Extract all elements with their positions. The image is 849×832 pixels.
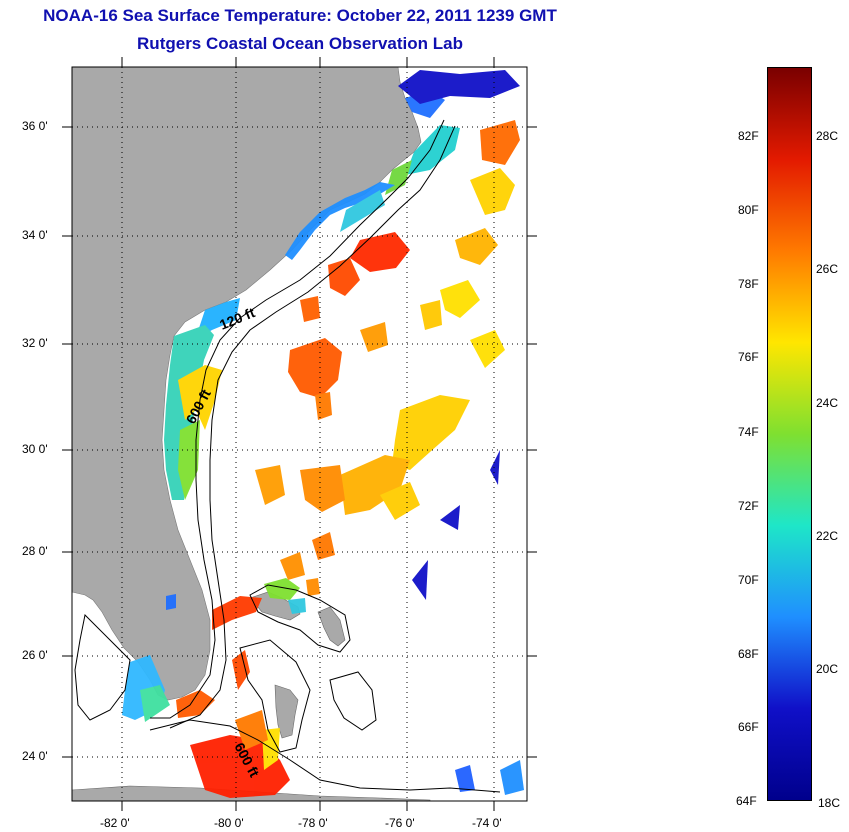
map-frame — [71, 66, 528, 802]
lon-label-78: -78 0' — [298, 816, 328, 830]
lat-label-30: 30 0' — [22, 442, 48, 456]
axis-ticks — [62, 57, 537, 811]
cb-c-22: 22C — [816, 529, 839, 543]
lon-label-80: -80 0' — [214, 816, 244, 830]
cb-f-76: 76F — [738, 350, 759, 364]
cb-f-72: 72F — [738, 499, 759, 513]
lat-label-28: 28 0' — [22, 544, 48, 558]
map-title: NOAA-16 Sea Surface Temperature: October… — [43, 6, 557, 25]
lat-label-34: 34 0' — [22, 228, 48, 242]
lat-label-26: 26 0' — [22, 648, 48, 662]
land-bahamas-3 — [274, 684, 299, 739]
cb-f-64: 64F — [736, 794, 757, 808]
cb-c-24: 24C — [816, 396, 839, 410]
lon-label-82: -82 0' — [100, 816, 130, 830]
map-subtitle: Rutgers Coastal Ocean Observation Lab — [137, 34, 463, 53]
cb-f-80: 80F — [738, 203, 759, 217]
cb-c-20: 20C — [816, 662, 839, 676]
sst-data — [122, 70, 524, 798]
cb-c-28: 28C — [816, 129, 839, 143]
cb-c-26: 26C — [816, 262, 839, 276]
lon-label-76: -76 0' — [385, 816, 415, 830]
cb-c-18: 18C — [818, 796, 841, 810]
cb-f-78: 78F — [738, 277, 759, 291]
cb-f-74: 74F — [738, 425, 759, 439]
bathymetry-contours — [74, 119, 501, 793]
colorbar — [767, 67, 812, 801]
land-bahamas-2 — [317, 606, 346, 647]
cb-f-82: 82F — [738, 129, 759, 143]
cb-f-70: 70F — [738, 573, 759, 587]
lat-label-36: 36 0' — [22, 119, 48, 133]
cb-f-66: 66F — [738, 720, 759, 734]
lat-label-32: 32 0' — [22, 336, 48, 350]
colorbar-gradient — [768, 68, 811, 800]
cb-f-68: 68F — [738, 647, 759, 661]
lon-label-74: -74 0' — [472, 816, 502, 830]
lat-label-24: 24 0' — [22, 749, 48, 763]
grid-lines — [72, 67, 527, 801]
